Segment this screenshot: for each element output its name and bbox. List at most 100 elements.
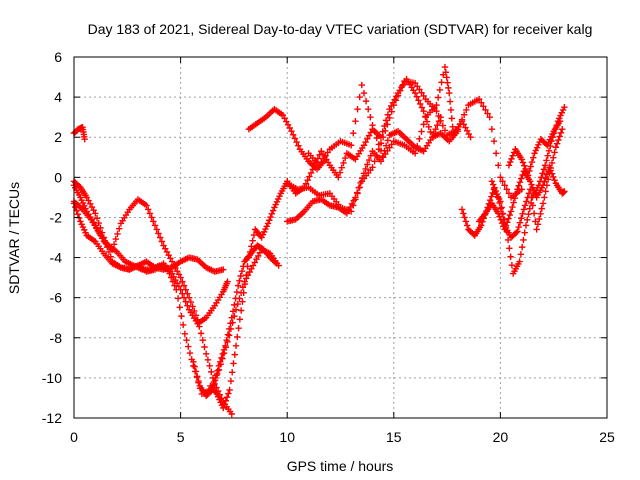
data-point <box>458 206 466 213</box>
data-point <box>559 126 566 133</box>
data-point <box>184 290 191 297</box>
data-point <box>183 336 190 344</box>
data-point <box>208 368 215 376</box>
data-point <box>192 312 200 319</box>
data-point <box>437 117 444 124</box>
data-point <box>148 214 155 221</box>
data-point <box>490 138 498 145</box>
data-point <box>226 332 233 339</box>
data-point <box>541 178 548 185</box>
data-point <box>501 182 508 189</box>
data-point <box>214 367 221 374</box>
series-sat-k <box>284 77 525 215</box>
data-point <box>418 128 425 135</box>
series-sat-m <box>458 103 568 277</box>
data-point <box>232 342 240 349</box>
data-point <box>556 133 563 140</box>
data-point <box>244 263 251 270</box>
data-point <box>415 97 422 104</box>
data-point <box>529 202 537 209</box>
data-point <box>379 134 387 141</box>
data-point <box>484 110 491 117</box>
data-point <box>382 127 389 135</box>
data-point <box>227 320 234 327</box>
data-point <box>283 118 290 125</box>
data-point <box>115 225 123 232</box>
data-point <box>187 298 195 306</box>
data-point <box>548 159 556 167</box>
data-point <box>462 124 469 131</box>
data-point <box>166 270 173 277</box>
data-point <box>87 200 94 208</box>
data-point <box>491 184 498 191</box>
data-point <box>222 397 229 404</box>
data-point <box>439 122 447 129</box>
data-point <box>516 219 524 226</box>
data-point <box>386 144 393 151</box>
data-point <box>446 98 454 105</box>
data-point <box>95 219 102 227</box>
data-point <box>522 222 530 229</box>
data-point <box>493 190 501 198</box>
data-point <box>523 198 530 205</box>
data-point <box>341 154 349 162</box>
data-point <box>446 89 453 97</box>
data-point <box>541 194 548 201</box>
data-point <box>191 307 198 315</box>
data-point <box>360 89 368 97</box>
data-point <box>307 169 315 177</box>
data-point <box>85 197 92 204</box>
data-point <box>547 142 554 150</box>
data-point <box>185 294 193 301</box>
data-point <box>486 113 493 121</box>
data-point <box>243 272 250 279</box>
data-point <box>219 350 227 358</box>
data-point <box>185 343 192 350</box>
data-point <box>189 303 196 310</box>
data-point <box>543 157 550 164</box>
data-point <box>364 135 371 143</box>
data-point <box>213 372 220 379</box>
data-point <box>253 255 260 263</box>
data-point <box>264 220 272 227</box>
data-point <box>442 69 450 76</box>
data-point <box>320 155 327 163</box>
chart-title: Day 183 of 2021, Sidereal Day-to-day VTE… <box>88 21 593 37</box>
data-point <box>204 356 212 364</box>
data-point <box>347 208 355 215</box>
data-point <box>371 158 378 165</box>
data-point <box>418 104 426 111</box>
data-point <box>384 111 392 118</box>
data-point <box>505 190 513 197</box>
series-sat-p <box>505 117 564 179</box>
data-point <box>249 262 257 269</box>
grid-lines <box>74 57 607 418</box>
x-tick-label: 0 <box>70 429 78 445</box>
data-point <box>436 86 444 94</box>
data-point <box>249 237 256 244</box>
data-point <box>458 117 466 125</box>
data-point <box>88 203 96 211</box>
data-point <box>232 295 239 302</box>
data-point <box>90 207 97 214</box>
data-point <box>169 278 177 285</box>
data-point <box>517 251 525 258</box>
data-point <box>269 207 277 214</box>
data-point <box>369 121 376 129</box>
data-point <box>514 228 521 235</box>
data-point <box>411 150 419 157</box>
data-point <box>527 186 534 193</box>
data-point <box>441 127 449 134</box>
data-point <box>539 200 547 207</box>
x-tick-label: 5 <box>177 429 185 445</box>
data-point <box>552 144 560 151</box>
data-point <box>542 188 549 195</box>
data-point <box>492 150 500 157</box>
data-point <box>384 147 391 155</box>
data-point <box>546 164 553 171</box>
data-point <box>444 79 451 86</box>
data-point <box>352 196 359 203</box>
data-point <box>489 181 497 188</box>
data-point <box>224 278 231 285</box>
